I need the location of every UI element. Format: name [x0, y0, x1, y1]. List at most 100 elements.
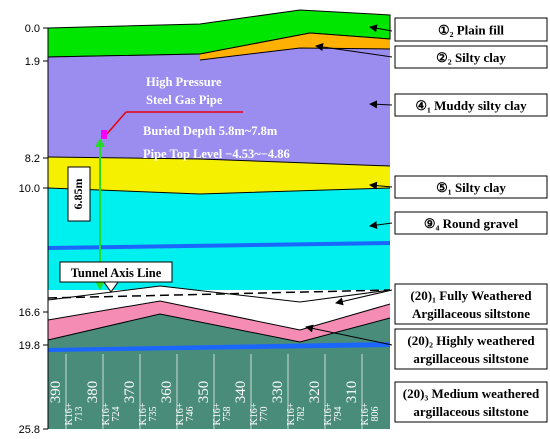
station-tick-group — [65, 354, 363, 429]
station-code-prefix: K16+ — [64, 402, 75, 425]
station-code-prefix: K16+ — [101, 402, 112, 425]
depth-label: 0.0 — [25, 23, 40, 35]
station-chainage: 330 — [270, 381, 286, 404]
tunnel-axis-label: Tunnel Axis Line — [71, 266, 162, 280]
clearance-arrow-head-top — [95, 138, 105, 147]
legend-label: ④₁ Muddy silty clay — [415, 98, 527, 113]
layer-highly-weathered — [48, 301, 390, 342]
legend-box — [394, 17, 548, 42]
legend-label-line1: (20)₂ Highly weathered — [407, 333, 535, 348]
station-code-prefix: K16+ — [249, 402, 260, 425]
station-code-number: 735 — [148, 407, 159, 422]
station-code-number: 806 — [370, 407, 381, 422]
legend-label-line2: argillaceous siltstone — [413, 351, 528, 366]
station-code-prefix: K16+ — [323, 402, 334, 425]
station-chainage: 370 — [122, 381, 138, 404]
legend-label-line1: (20)₃ Medium weathered — [403, 386, 540, 401]
legend-label-line2: Argillaceous siltstone — [412, 306, 530, 321]
depth-label: 1.9 — [25, 56, 40, 68]
station-chainage: 390 — [48, 381, 64, 404]
tunnel-axis-line — [47, 289, 391, 299]
legend-leader-arrow — [369, 181, 393, 190]
depth-label: 8.2 — [25, 153, 40, 165]
legend-box — [394, 211, 548, 235]
legend-label: ①₂ Plain fill — [438, 23, 504, 38]
station-chainage: 320 — [307, 381, 323, 404]
legend-label-line2: argillaceous siltstone — [413, 404, 528, 419]
legend-box — [394, 45, 548, 69]
station-chainage: 340 — [233, 381, 249, 404]
legend-box — [394, 328, 548, 370]
layer-fully-weathered — [48, 286, 390, 330]
station-code-prefix: K16+ — [138, 402, 149, 425]
station-code-number: 758 — [222, 407, 233, 422]
station-code-prefix: K16+ — [360, 402, 371, 425]
depth-label: 19.8 — [19, 340, 40, 352]
station-code-number: 713 — [74, 407, 85, 422]
legend-leader-arrow — [315, 43, 393, 58]
legend-leader-arrow — [369, 24, 393, 33]
clearance-label-box — [67, 166, 91, 222]
legend-box — [394, 381, 548, 423]
boundary-line — [199, 47, 391, 61]
pipe-title-line2: Steel Gas Pipe — [146, 93, 223, 107]
clearance-arrow-head-bottom — [95, 281, 105, 290]
station-code-number: 724 — [111, 407, 122, 422]
station-code-number: 746 — [185, 407, 196, 422]
layer-medium-weathered — [48, 314, 390, 429]
legend-label-line1: (20)₁ Fully Weathered — [410, 288, 532, 303]
station-code-number: 794 — [333, 407, 344, 422]
clearance-label: 6.85m — [71, 179, 85, 210]
legend-box — [394, 283, 548, 325]
depth-label: 25.8 — [19, 424, 40, 436]
tunnel-label-pointer — [103, 281, 119, 293]
pipe-buried-depth: Buried Depth 5.8m~7.8m — [143, 124, 278, 138]
legend-box — [394, 93, 548, 117]
boundary-line — [47, 300, 391, 331]
station-code-prefix: K16+ — [286, 402, 297, 425]
legend-label: ⑤₁ Silty clay — [436, 180, 506, 195]
station-chainage: 350 — [196, 381, 212, 404]
boundary-line — [47, 187, 391, 195]
legend: ①₂ Plain fill ②₂ Silty clay ④₁ Muddy silty… — [305, 17, 548, 423]
station-code-prefix: K16+ — [175, 402, 186, 425]
legend-leader-arrow — [369, 100, 393, 109]
boundary-line — [47, 156, 391, 167]
boundary-line — [47, 32, 391, 58]
legend-label: ②₂ Silty clay — [436, 50, 506, 65]
layer-silty-clay-5 — [48, 157, 390, 194]
pipe-title-line1: High Pressure — [146, 75, 222, 89]
depth-scale: 0.0 1.9 8.2 10.0 16.6 19.8 25.8 — [19, 23, 49, 436]
groundwater-band — [48, 241, 390, 250]
depth-label: 16.6 — [19, 307, 40, 319]
station-code-number: 770 — [259, 407, 270, 422]
legend-label: ⑨₄ Round gravel — [424, 216, 519, 231]
pipe-top-level: Pipe Top Level −4.53~−4.86 — [143, 147, 290, 161]
legend-leader-arrow — [335, 289, 393, 306]
station-code-number: 782 — [296, 407, 307, 422]
legend-box — [394, 175, 548, 199]
pipe-leader-line — [105, 111, 127, 136]
depth-label: 10.0 — [19, 183, 40, 195]
boundary-line — [47, 313, 391, 343]
station-chainage: 380 — [85, 381, 101, 404]
bottom-blue-band — [48, 342, 390, 352]
legend-leader-arrow — [369, 221, 393, 230]
gas-pipe-marker — [101, 130, 107, 139]
station-chainage: 360 — [159, 381, 175, 404]
station-code-prefix: K16+ — [212, 402, 223, 425]
legend-leader-arrow — [305, 324, 393, 346]
layer-muddy-silty-clay — [48, 48, 390, 166]
station-chainage: 310 — [344, 381, 360, 404]
